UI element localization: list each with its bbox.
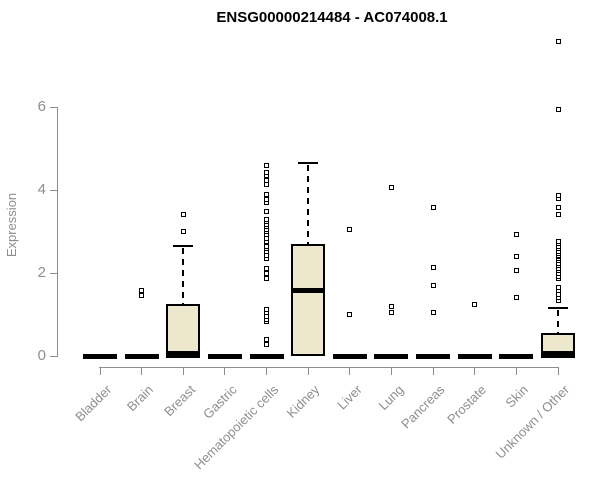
outlier-point xyxy=(555,193,561,199)
median-line xyxy=(291,287,326,293)
whisker-line xyxy=(557,309,559,334)
outlier-point xyxy=(264,169,270,175)
outlier-point xyxy=(472,301,478,307)
outlier-point xyxy=(264,162,270,168)
median-line xyxy=(207,353,242,359)
x-tick xyxy=(307,368,309,375)
median-line xyxy=(249,353,284,359)
outlier-point xyxy=(264,178,270,184)
y-tick xyxy=(50,106,57,108)
outlier-point xyxy=(264,196,270,202)
x-tick-label: Breast xyxy=(160,382,198,420)
outlier-point xyxy=(555,38,561,44)
median-line xyxy=(124,353,159,359)
outlier-point xyxy=(347,226,353,232)
outlier-point xyxy=(513,254,519,260)
outlier-point xyxy=(264,342,270,348)
x-tick-label: Lung xyxy=(375,382,407,414)
median-line xyxy=(416,353,451,359)
whisker-cap xyxy=(548,306,568,309)
outlier-point xyxy=(264,191,270,197)
x-tick-label: Unknown / Other xyxy=(493,382,573,462)
chart-title: ENSG00000214484 - AC074008.1 xyxy=(216,9,448,26)
x-tick xyxy=(182,368,184,375)
whisker-line xyxy=(307,165,310,246)
median-line xyxy=(457,353,492,359)
x-tick-label: Skin xyxy=(502,382,531,411)
outlier-point xyxy=(180,229,186,235)
outlier-point xyxy=(513,232,519,238)
outlier-point xyxy=(139,288,145,294)
y-tick xyxy=(50,272,57,274)
x-tick xyxy=(266,368,268,375)
outlier-point xyxy=(430,310,436,316)
x-tick xyxy=(99,368,101,375)
median-line xyxy=(332,353,367,359)
median-line xyxy=(374,353,409,359)
outlier-point xyxy=(264,217,270,223)
x-tick-label: Pancreas xyxy=(398,382,448,432)
y-tick xyxy=(50,189,57,191)
y-axis-line xyxy=(57,107,58,357)
outlier-point xyxy=(264,276,270,282)
x-tick-label: Kidney xyxy=(284,382,323,421)
outlier-point xyxy=(264,306,270,312)
x-tick-label: Brain xyxy=(124,382,157,415)
x-tick-label: Prostate xyxy=(444,382,490,427)
x-tick xyxy=(349,368,351,375)
outlier-point xyxy=(180,211,186,217)
outlier-point xyxy=(513,268,519,274)
y-tick-label: 4 xyxy=(37,181,46,198)
y-tick-label: 6 xyxy=(37,98,46,115)
outlier-point xyxy=(555,204,561,210)
outlier-point xyxy=(347,312,353,318)
x-tick-label: Gastric xyxy=(199,382,240,422)
outlier-point xyxy=(555,284,561,290)
whisker-line xyxy=(182,248,185,306)
outlier-point xyxy=(430,283,436,289)
x-tick xyxy=(474,368,476,375)
outlier-point xyxy=(430,264,436,270)
whisker-cap xyxy=(298,162,319,165)
outlier-point xyxy=(388,185,394,191)
x-tick-label: Liver xyxy=(333,382,365,413)
median-line xyxy=(166,351,201,356)
outlier-point xyxy=(555,106,561,112)
x-tick xyxy=(515,368,517,375)
outlier-point xyxy=(388,309,394,315)
x-tick xyxy=(390,368,392,375)
y-tick xyxy=(50,355,57,357)
outlier-point xyxy=(264,337,270,343)
box xyxy=(166,304,201,358)
outlier-point xyxy=(264,208,270,214)
x-tick xyxy=(141,368,143,375)
outlier-point xyxy=(555,238,561,244)
outlier-point xyxy=(513,294,519,300)
outlier-point xyxy=(388,303,394,309)
median-line xyxy=(499,353,534,359)
median-line xyxy=(83,353,117,359)
x-tick xyxy=(432,368,434,375)
median-line xyxy=(541,351,575,356)
whisker-cap xyxy=(173,245,194,248)
x-tick xyxy=(224,368,226,375)
outlier-point xyxy=(555,212,561,218)
box xyxy=(291,244,326,356)
outlier-point xyxy=(264,266,270,272)
x-tick xyxy=(557,368,559,375)
outlier-point xyxy=(139,293,145,299)
y-tick-label: 2 xyxy=(37,264,46,281)
x-tick-label: Bladder xyxy=(72,382,115,425)
outlier-point xyxy=(430,204,436,210)
outlier-point xyxy=(264,271,270,277)
x-axis-line xyxy=(99,367,559,368)
y-tick-label: 0 xyxy=(37,347,46,364)
